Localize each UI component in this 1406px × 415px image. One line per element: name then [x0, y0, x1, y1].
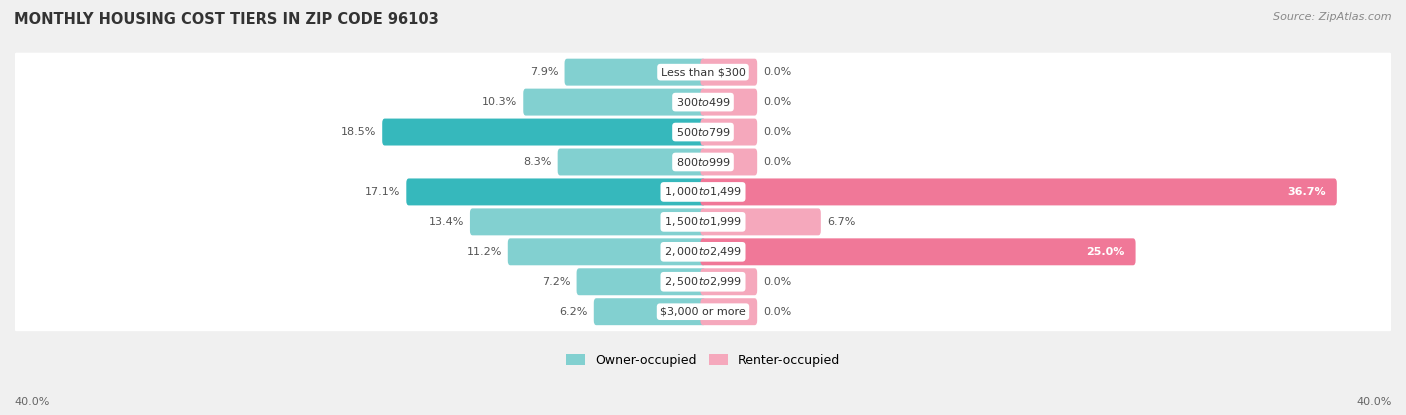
FancyBboxPatch shape: [593, 298, 706, 325]
FancyBboxPatch shape: [700, 119, 758, 146]
Text: 10.3%: 10.3%: [482, 97, 517, 107]
Text: 0.0%: 0.0%: [763, 277, 792, 287]
Text: 0.0%: 0.0%: [763, 307, 792, 317]
FancyBboxPatch shape: [382, 119, 706, 146]
FancyBboxPatch shape: [13, 53, 1393, 92]
FancyBboxPatch shape: [13, 262, 1393, 301]
FancyBboxPatch shape: [700, 59, 758, 85]
Text: 0.0%: 0.0%: [763, 97, 792, 107]
Text: 0.0%: 0.0%: [763, 67, 792, 77]
FancyBboxPatch shape: [470, 208, 706, 235]
FancyBboxPatch shape: [565, 59, 706, 85]
FancyBboxPatch shape: [700, 268, 758, 295]
Text: $2,500 to $2,999: $2,500 to $2,999: [664, 275, 742, 288]
Text: 6.7%: 6.7%: [827, 217, 855, 227]
FancyBboxPatch shape: [13, 203, 1393, 242]
FancyBboxPatch shape: [523, 89, 706, 115]
Text: $2,000 to $2,499: $2,000 to $2,499: [664, 245, 742, 258]
Text: MONTHLY HOUSING COST TIERS IN ZIP CODE 96103: MONTHLY HOUSING COST TIERS IN ZIP CODE 9…: [14, 12, 439, 27]
Text: 40.0%: 40.0%: [14, 397, 49, 407]
Text: 17.1%: 17.1%: [366, 187, 401, 197]
FancyBboxPatch shape: [558, 149, 706, 176]
Text: $300 to $499: $300 to $499: [675, 96, 731, 108]
Text: $800 to $999: $800 to $999: [675, 156, 731, 168]
Text: 6.2%: 6.2%: [560, 307, 588, 317]
Text: 13.4%: 13.4%: [429, 217, 464, 227]
FancyBboxPatch shape: [13, 232, 1393, 271]
Text: 0.0%: 0.0%: [763, 157, 792, 167]
Text: 36.7%: 36.7%: [1286, 187, 1326, 197]
Text: $500 to $799: $500 to $799: [675, 126, 731, 138]
Text: 11.2%: 11.2%: [467, 247, 502, 257]
Text: 8.3%: 8.3%: [523, 157, 551, 167]
FancyBboxPatch shape: [13, 83, 1393, 122]
FancyBboxPatch shape: [700, 89, 758, 115]
FancyBboxPatch shape: [700, 208, 821, 235]
FancyBboxPatch shape: [13, 112, 1393, 151]
Legend: Owner-occupied, Renter-occupied: Owner-occupied, Renter-occupied: [567, 354, 839, 367]
FancyBboxPatch shape: [700, 178, 1337, 205]
Text: $3,000 or more: $3,000 or more: [661, 307, 745, 317]
FancyBboxPatch shape: [13, 292, 1393, 331]
FancyBboxPatch shape: [13, 173, 1393, 211]
FancyBboxPatch shape: [406, 178, 706, 205]
Text: Less than $300: Less than $300: [661, 67, 745, 77]
Text: Source: ZipAtlas.com: Source: ZipAtlas.com: [1274, 12, 1392, 22]
FancyBboxPatch shape: [700, 238, 1136, 265]
Text: 40.0%: 40.0%: [1357, 397, 1392, 407]
FancyBboxPatch shape: [508, 238, 706, 265]
Text: 7.9%: 7.9%: [530, 67, 558, 77]
Text: 18.5%: 18.5%: [340, 127, 377, 137]
Text: 25.0%: 25.0%: [1085, 247, 1125, 257]
Text: $1,000 to $1,499: $1,000 to $1,499: [664, 186, 742, 198]
FancyBboxPatch shape: [700, 149, 758, 176]
Text: 0.0%: 0.0%: [763, 127, 792, 137]
FancyBboxPatch shape: [13, 142, 1393, 181]
Text: $1,500 to $1,999: $1,500 to $1,999: [664, 215, 742, 228]
FancyBboxPatch shape: [576, 268, 706, 295]
FancyBboxPatch shape: [700, 298, 758, 325]
Text: 7.2%: 7.2%: [543, 277, 571, 287]
